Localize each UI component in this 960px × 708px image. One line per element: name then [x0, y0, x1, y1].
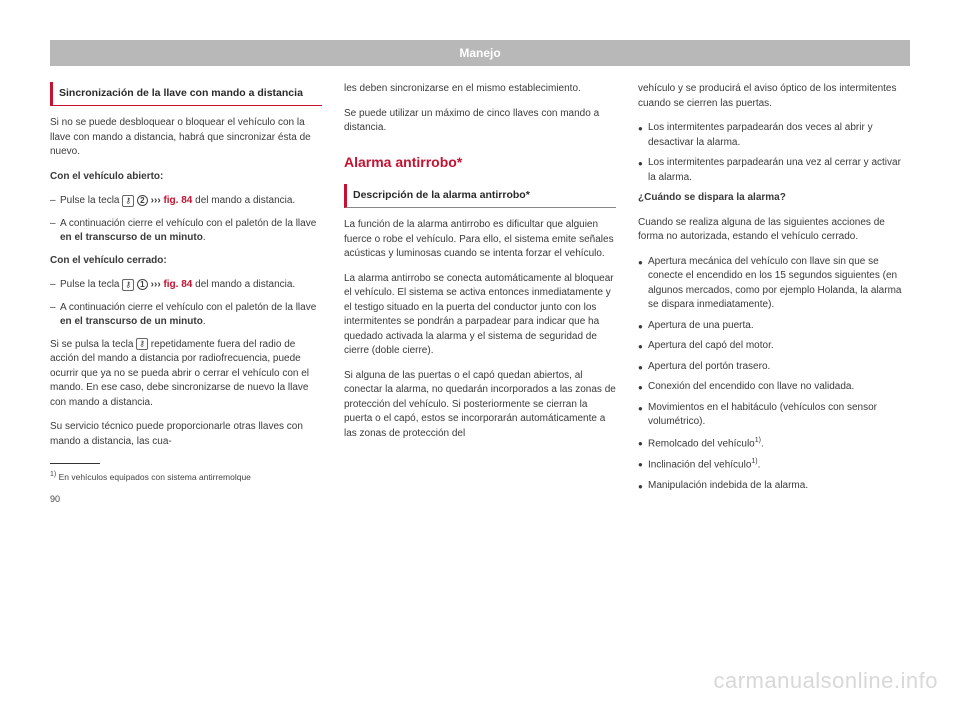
section-heading-sync: Sincronización de la llave con mando a d… [50, 82, 322, 106]
paragraph: Si se pulsa la tecla ⚷ repetidamente fue… [50, 338, 322, 411]
paragraph: Si alguna de las puertas o el capó queda… [344, 369, 616, 442]
subheading: Con el vehículo abierto: [50, 170, 322, 185]
column-2: les deben sincronizarse en el mismo esta… [344, 82, 616, 506]
bullet-item: Apertura del capó del motor. [638, 339, 910, 354]
subheading: ¿Cuándo se dispara la alarma? [638, 191, 910, 206]
bullet-item: Movimientos en el habitáculo (vehículos … [638, 401, 910, 430]
paragraph: Cuando se realiza alguna de las siguient… [638, 216, 910, 245]
list-item: Pulse la tecla ⚷ 2 ››› fig. 84 del mando… [50, 194, 322, 209]
manual-page: Manejo Sincronización de la llave con ma… [0, 0, 960, 536]
bullet-item: Apertura mecánica del vehículo con llave… [638, 255, 910, 313]
bullet-item: Los intermitentes parpadearán una vez al… [638, 156, 910, 185]
bullet-item: Apertura de una puerta. [638, 319, 910, 334]
lock-icon: ⚷ [122, 195, 134, 207]
bullet-item: Conexión del encendido con llave no vali… [638, 380, 910, 395]
bullet-item: Remolcado del vehículo1). [638, 436, 910, 452]
subheading: Con el vehículo cerrado: [50, 254, 322, 269]
lock-icon: ⚷ [122, 279, 134, 291]
paragraph: vehículo y se producirá el aviso óptico … [638, 82, 910, 111]
watermark: carmanualsonline.info [713, 668, 938, 694]
content-columns: Sincronización de la llave con mando a d… [50, 82, 910, 506]
page-number: 90 [50, 493, 322, 506]
page-header: Manejo [50, 40, 910, 66]
list-item: Pulse la tecla ⚷ 1 ››› fig. 84 del mando… [50, 278, 322, 293]
figure-ref: fig. 84 [163, 279, 192, 290]
chapter-heading: Alarma antirrobo* [344, 152, 616, 172]
bullet-item: Inclinación del vehículo1). [638, 457, 910, 473]
bullet-item: Los intermitentes parpadearán dos veces … [638, 121, 910, 150]
section-heading-alarm: Descripción de la alarma antirrobo* [344, 184, 616, 208]
footnote: 1) En vehículos equipados con sistema an… [50, 470, 322, 483]
bullet-item: Manipulación indebida de la alarma. [638, 479, 910, 494]
paragraph: les deben sincronizarse en el mismo esta… [344, 82, 616, 97]
footnote-separator [50, 463, 100, 464]
list-item: A continuación cierre el vehículo con el… [50, 217, 322, 246]
button-ref: 2 [137, 195, 148, 206]
button-ref: 1 [137, 279, 148, 290]
header-title: Manejo [459, 46, 500, 60]
paragraph: Su servicio técnico puede proporcionarle… [50, 420, 322, 449]
paragraph: La alarma antirrobo se conecta automátic… [344, 272, 616, 359]
paragraph: Si no se puede desbloquear o bloquear el… [50, 116, 322, 160]
bullet-item: Apertura del portón trasero. [638, 360, 910, 375]
paragraph: La función de la alarma antirrobo es dif… [344, 218, 616, 262]
paragraph: Se puede utilizar un máximo de cinco lla… [344, 107, 616, 136]
figure-ref: fig. 84 [163, 195, 192, 206]
column-3: vehículo y se producirá el aviso óptico … [638, 82, 910, 506]
lock-icon: ⚷ [136, 338, 148, 350]
list-item: A continuación cierre el vehículo con el… [50, 301, 322, 330]
column-1: Sincronización de la llave con mando a d… [50, 82, 322, 506]
